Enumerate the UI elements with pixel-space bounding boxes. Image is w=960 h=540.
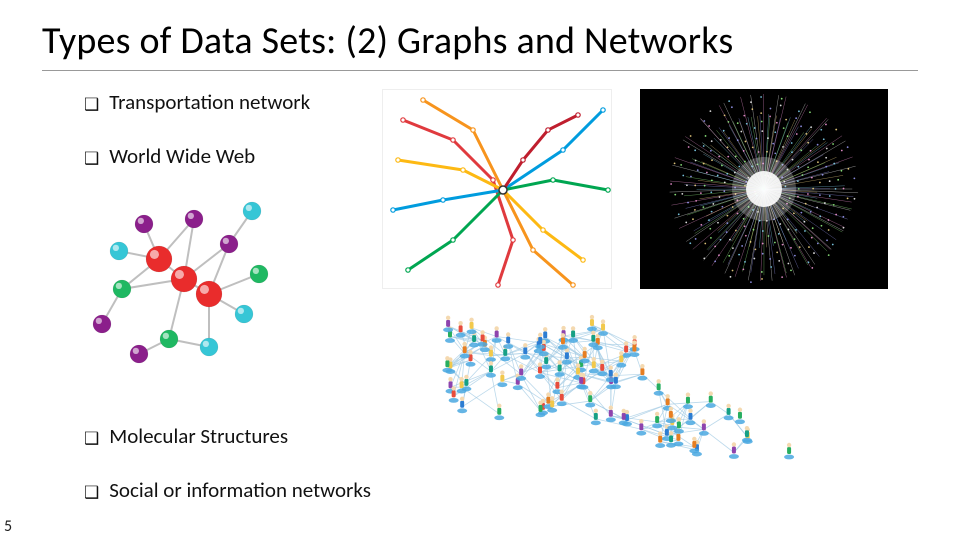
image-molecule [84, 189, 284, 369]
bullet-marker-icon: ❑ [84, 94, 99, 115]
image-social-network [416, 305, 888, 503]
slide-title: Types of Data Sets: (2) Graphs and Netwo… [42, 18, 918, 64]
bullet-social: ❑ Social or information networks [84, 477, 371, 503]
bullet-text: Transportation network [109, 89, 310, 115]
bullet-www: ❑ World Wide Web [84, 143, 310, 169]
bullet-marker-icon: ❑ [84, 482, 99, 503]
bullet-text: World Wide Web [109, 143, 255, 169]
bullet-text: Molecular Structures [109, 423, 288, 449]
title-rule [42, 70, 918, 71]
bullet-transportation: ❑ Transportation network [84, 89, 310, 115]
content-area: ❑ Transportation network ❑ World Wide We… [42, 89, 918, 529]
page-number: 5 [4, 517, 12, 536]
image-internet-map [640, 89, 888, 289]
slide: Types of Data Sets: (2) Graphs and Netwo… [0, 0, 960, 540]
bullet-group-bottom: ❑ Molecular Structures ❑ Social or infor… [84, 423, 371, 531]
bullet-marker-icon: ❑ [84, 428, 99, 449]
bullet-molecular: ❑ Molecular Structures [84, 423, 371, 449]
image-transit-map [382, 89, 612, 289]
bullet-text: Social or information networks [109, 477, 371, 503]
bullet-group-top: ❑ Transportation network ❑ World Wide We… [84, 89, 310, 197]
bullet-marker-icon: ❑ [84, 148, 99, 169]
